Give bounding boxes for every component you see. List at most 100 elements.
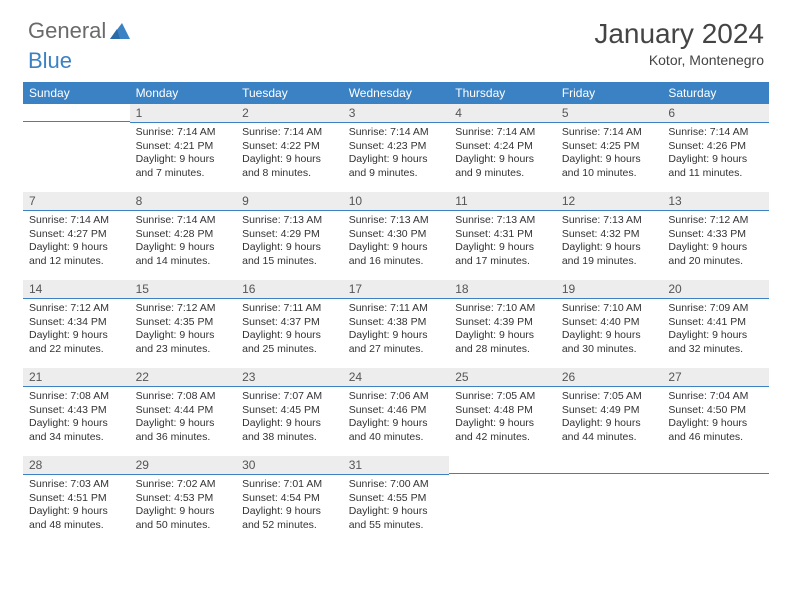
logo-text-general: General [28, 18, 106, 44]
header: General January 2024 Kotor, Montenegro [0, 0, 792, 72]
daynum: 8 [130, 192, 237, 211]
daynum: 1 [130, 104, 237, 123]
page-subtitle: Kotor, Montenegro [594, 52, 764, 68]
day-cell [556, 456, 663, 544]
day-content: Sunrise: 7:14 AMSunset: 4:23 PMDaylight:… [343, 123, 450, 185]
daynum: 10 [343, 192, 450, 211]
daynum: 20 [662, 280, 769, 299]
day-cell: 5Sunrise: 7:14 AMSunset: 4:25 PMDaylight… [556, 104, 663, 192]
day-content: Sunrise: 7:12 AMSunset: 4:33 PMDaylight:… [662, 211, 769, 273]
week-row: 7Sunrise: 7:14 AMSunset: 4:27 PMDaylight… [23, 192, 769, 280]
daynum-empty [23, 104, 130, 122]
daynum: 2 [236, 104, 343, 123]
daynum: 25 [449, 368, 556, 387]
day-content: Sunrise: 7:03 AMSunset: 4:51 PMDaylight:… [23, 475, 130, 537]
daynum: 6 [662, 104, 769, 123]
day-content: Sunrise: 7:08 AMSunset: 4:43 PMDaylight:… [23, 387, 130, 449]
day-cell: 8Sunrise: 7:14 AMSunset: 4:28 PMDaylight… [130, 192, 237, 280]
logo-sail-icon [108, 21, 132, 41]
daynum-empty [662, 456, 769, 474]
day-cell: 9Sunrise: 7:13 AMSunset: 4:29 PMDaylight… [236, 192, 343, 280]
daynum: 29 [130, 456, 237, 475]
daynum: 17 [343, 280, 450, 299]
week-row: 14Sunrise: 7:12 AMSunset: 4:34 PMDayligh… [23, 280, 769, 368]
daynum-empty [449, 456, 556, 474]
daynum: 22 [130, 368, 237, 387]
day-cell: 2Sunrise: 7:14 AMSunset: 4:22 PMDaylight… [236, 104, 343, 192]
day-content: Sunrise: 7:14 AMSunset: 4:27 PMDaylight:… [23, 211, 130, 273]
day-content: Sunrise: 7:12 AMSunset: 4:34 PMDaylight:… [23, 299, 130, 361]
day-cell: 1Sunrise: 7:14 AMSunset: 4:21 PMDaylight… [130, 104, 237, 192]
day-cell: 11Sunrise: 7:13 AMSunset: 4:31 PMDayligh… [449, 192, 556, 280]
dayname-monday: Monday [130, 82, 237, 104]
day-cell: 15Sunrise: 7:12 AMSunset: 4:35 PMDayligh… [130, 280, 237, 368]
day-content: Sunrise: 7:07 AMSunset: 4:45 PMDaylight:… [236, 387, 343, 449]
day-content: Sunrise: 7:14 AMSunset: 4:25 PMDaylight:… [556, 123, 663, 185]
day-cell: 12Sunrise: 7:13 AMSunset: 4:32 PMDayligh… [556, 192, 663, 280]
page-title: January 2024 [594, 18, 764, 50]
daynum: 9 [236, 192, 343, 211]
day-cell: 21Sunrise: 7:08 AMSunset: 4:43 PMDayligh… [23, 368, 130, 456]
day-content: Sunrise: 7:12 AMSunset: 4:35 PMDaylight:… [130, 299, 237, 361]
daynum: 13 [662, 192, 769, 211]
dayname-friday: Friday [556, 82, 663, 104]
day-content: Sunrise: 7:14 AMSunset: 4:26 PMDaylight:… [662, 123, 769, 185]
dayname-sunday: Sunday [23, 82, 130, 104]
daynum: 24 [343, 368, 450, 387]
day-cell [449, 456, 556, 544]
day-content: Sunrise: 7:00 AMSunset: 4:55 PMDaylight:… [343, 475, 450, 537]
day-cell: 10Sunrise: 7:13 AMSunset: 4:30 PMDayligh… [343, 192, 450, 280]
dayname-tuesday: Tuesday [236, 82, 343, 104]
daynum: 15 [130, 280, 237, 299]
day-cell: 4Sunrise: 7:14 AMSunset: 4:24 PMDaylight… [449, 104, 556, 192]
week-row: 21Sunrise: 7:08 AMSunset: 4:43 PMDayligh… [23, 368, 769, 456]
day-cell: 25Sunrise: 7:05 AMSunset: 4:48 PMDayligh… [449, 368, 556, 456]
daynum: 7 [23, 192, 130, 211]
day-cell: 17Sunrise: 7:11 AMSunset: 4:38 PMDayligh… [343, 280, 450, 368]
logo-blue-wrap: Blue [28, 48, 72, 74]
day-content: Sunrise: 7:01 AMSunset: 4:54 PMDaylight:… [236, 475, 343, 537]
day-cell: 30Sunrise: 7:01 AMSunset: 4:54 PMDayligh… [236, 456, 343, 544]
logo-text-blue: Blue [28, 48, 72, 73]
day-cell: 7Sunrise: 7:14 AMSunset: 4:27 PMDaylight… [23, 192, 130, 280]
week-row: 28Sunrise: 7:03 AMSunset: 4:51 PMDayligh… [23, 456, 769, 544]
day-cell: 13Sunrise: 7:12 AMSunset: 4:33 PMDayligh… [662, 192, 769, 280]
day-cell: 20Sunrise: 7:09 AMSunset: 4:41 PMDayligh… [662, 280, 769, 368]
daynum-empty [556, 456, 663, 474]
day-content: Sunrise: 7:14 AMSunset: 4:21 PMDaylight:… [130, 123, 237, 185]
day-content: Sunrise: 7:14 AMSunset: 4:28 PMDaylight:… [130, 211, 237, 273]
day-content: Sunrise: 7:13 AMSunset: 4:30 PMDaylight:… [343, 211, 450, 273]
day-cell: 6Sunrise: 7:14 AMSunset: 4:26 PMDaylight… [662, 104, 769, 192]
day-cell: 3Sunrise: 7:14 AMSunset: 4:23 PMDaylight… [343, 104, 450, 192]
day-content: Sunrise: 7:02 AMSunset: 4:53 PMDaylight:… [130, 475, 237, 537]
daynum: 30 [236, 456, 343, 475]
dayname-saturday: Saturday [662, 82, 769, 104]
daynum: 14 [23, 280, 130, 299]
day-cell: 29Sunrise: 7:02 AMSunset: 4:53 PMDayligh… [130, 456, 237, 544]
day-content: Sunrise: 7:14 AMSunset: 4:24 PMDaylight:… [449, 123, 556, 185]
calendar-table: SundayMondayTuesdayWednesdayThursdayFrid… [23, 82, 769, 544]
day-content: Sunrise: 7:06 AMSunset: 4:46 PMDaylight:… [343, 387, 450, 449]
dayname-wednesday: Wednesday [343, 82, 450, 104]
day-content: Sunrise: 7:10 AMSunset: 4:40 PMDaylight:… [556, 299, 663, 361]
day-content: Sunrise: 7:11 AMSunset: 4:37 PMDaylight:… [236, 299, 343, 361]
daynum: 23 [236, 368, 343, 387]
day-cell: 18Sunrise: 7:10 AMSunset: 4:39 PMDayligh… [449, 280, 556, 368]
week-row: 1Sunrise: 7:14 AMSunset: 4:21 PMDaylight… [23, 104, 769, 192]
day-cell [662, 456, 769, 544]
day-cell [23, 104, 130, 192]
logo: General [28, 18, 134, 44]
day-content: Sunrise: 7:10 AMSunset: 4:39 PMDaylight:… [449, 299, 556, 361]
day-content: Sunrise: 7:13 AMSunset: 4:29 PMDaylight:… [236, 211, 343, 273]
daynum: 19 [556, 280, 663, 299]
daynum: 16 [236, 280, 343, 299]
daynum: 27 [662, 368, 769, 387]
daynum: 26 [556, 368, 663, 387]
day-content: Sunrise: 7:11 AMSunset: 4:38 PMDaylight:… [343, 299, 450, 361]
day-content: Sunrise: 7:09 AMSunset: 4:41 PMDaylight:… [662, 299, 769, 361]
daynum: 21 [23, 368, 130, 387]
day-cell: 26Sunrise: 7:05 AMSunset: 4:49 PMDayligh… [556, 368, 663, 456]
day-cell: 31Sunrise: 7:00 AMSunset: 4:55 PMDayligh… [343, 456, 450, 544]
daynum: 31 [343, 456, 450, 475]
day-content: Sunrise: 7:08 AMSunset: 4:44 PMDaylight:… [130, 387, 237, 449]
